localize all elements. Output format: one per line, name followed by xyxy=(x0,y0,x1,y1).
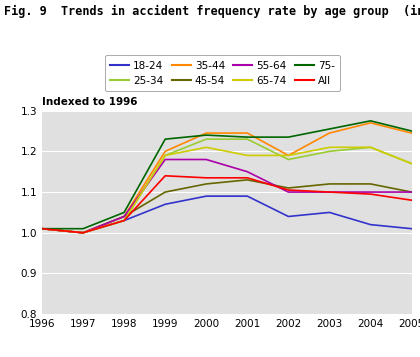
Legend: 18-24, 25-34, 35-44, 45-54, 55-64, 65-74, 75-, All: 18-24, 25-34, 35-44, 45-54, 55-64, 65-74… xyxy=(105,55,340,91)
Text: Fig. 9  Trends in accident frequency rate by age group  (indexed): Fig. 9 Trends in accident frequency rate… xyxy=(4,5,420,19)
Text: Indexed to 1996: Indexed to 1996 xyxy=(42,97,137,107)
